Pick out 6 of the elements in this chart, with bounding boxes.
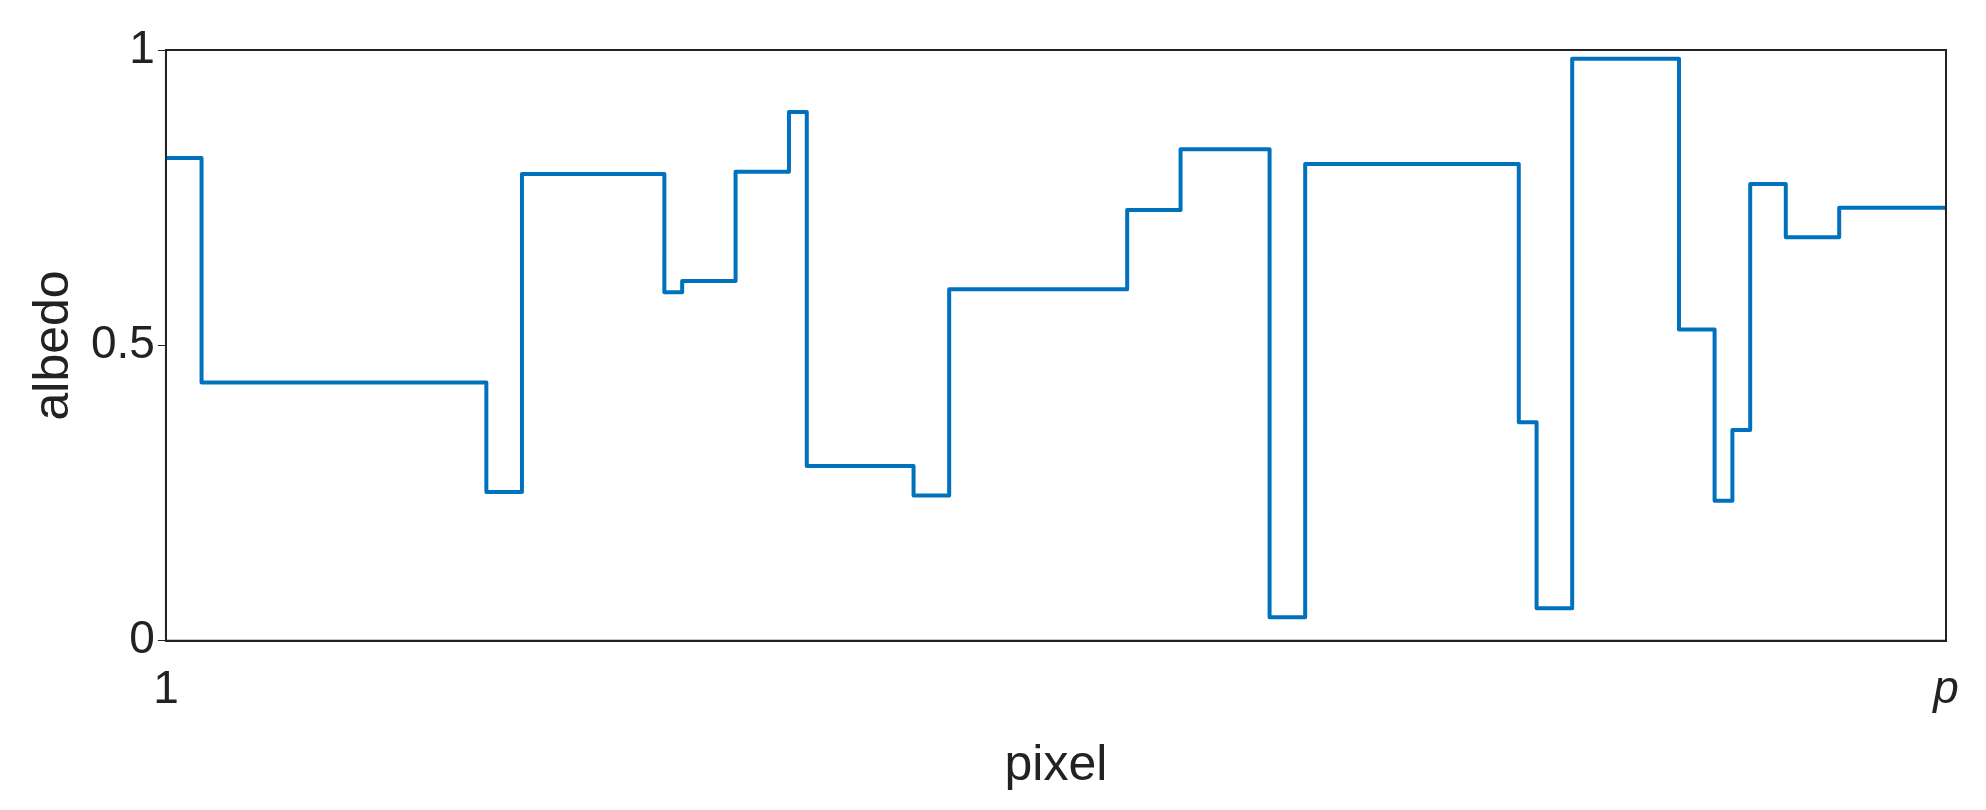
y-axis-title: albedo: [22, 270, 79, 421]
y-tick-label: 0.5: [90, 316, 155, 369]
y-tick-label: 1: [129, 20, 155, 73]
y-tick-label: 0: [129, 611, 155, 664]
x-axis-title: pixel: [1004, 734, 1108, 791]
x-tick-label: p: [1931, 661, 1959, 714]
